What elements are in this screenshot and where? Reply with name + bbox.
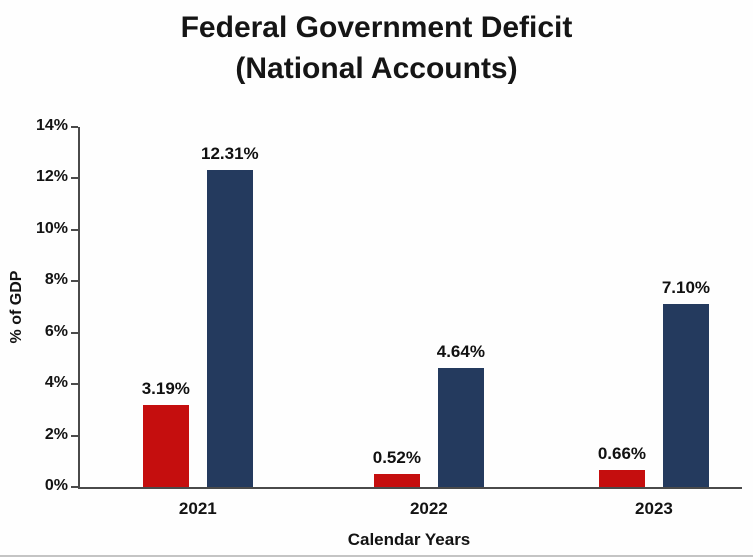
y-axis-tick xyxy=(71,434,78,437)
bar-value-label: 0.66% xyxy=(597,444,647,464)
x-tick-label-2021: 2021 xyxy=(178,499,217,518)
y-tick-label: 0% xyxy=(44,477,68,494)
y-tick-label: 4% xyxy=(44,374,68,392)
bar-value-label: 4.64% xyxy=(436,341,485,361)
bar-deficit-navy-2022 xyxy=(437,367,484,487)
y-axis-tick xyxy=(71,383,78,386)
bar-deficit-red-2022 xyxy=(373,473,420,487)
y-axis-tick xyxy=(71,228,78,231)
chart-title-line1: Federal Government Deficit xyxy=(180,11,573,44)
y-axis-tick xyxy=(71,177,78,180)
bar-value-label: 0.52% xyxy=(372,447,421,467)
bar-deficit-navy-2021 xyxy=(206,170,253,487)
y-tick-label: 14% xyxy=(35,117,68,134)
y-tick-label: 12% xyxy=(35,168,68,186)
bar-value-label: 12.31% xyxy=(200,144,259,164)
y-axis-tick xyxy=(71,486,78,488)
bar-value-label: 7.10% xyxy=(661,278,711,298)
x-axis-title: Calendar Years xyxy=(347,530,471,549)
bar-deficit-red-2023 xyxy=(598,470,645,487)
y-tick-label: 8% xyxy=(44,271,68,289)
y-tick-label: 2% xyxy=(44,425,68,443)
x-tick-label-2023: 2023 xyxy=(635,499,673,518)
y-tick-label: 10% xyxy=(35,219,68,237)
chart-title: Federal Government Deficit (National Acc… xyxy=(0,8,753,89)
y-tick-label: 6% xyxy=(44,322,68,340)
x-tick-label-2022: 2022 xyxy=(409,499,448,518)
y-axis-tick xyxy=(71,331,78,334)
bar-value-label: 3.19% xyxy=(141,378,190,398)
chart-title-line2: (National Accounts) xyxy=(235,51,518,85)
y-axis-tick xyxy=(71,126,78,128)
plot-area: % of GDP 0% 2% 4% 6% 8% 10% 12% 14% 3.19% 0.52% 0.… xyxy=(8,117,742,518)
bottom-border xyxy=(0,555,753,557)
y-axis-tick xyxy=(71,280,78,283)
bar-deficit-red-2021 xyxy=(142,404,189,487)
bar-deficit-navy-2023 xyxy=(662,304,709,487)
